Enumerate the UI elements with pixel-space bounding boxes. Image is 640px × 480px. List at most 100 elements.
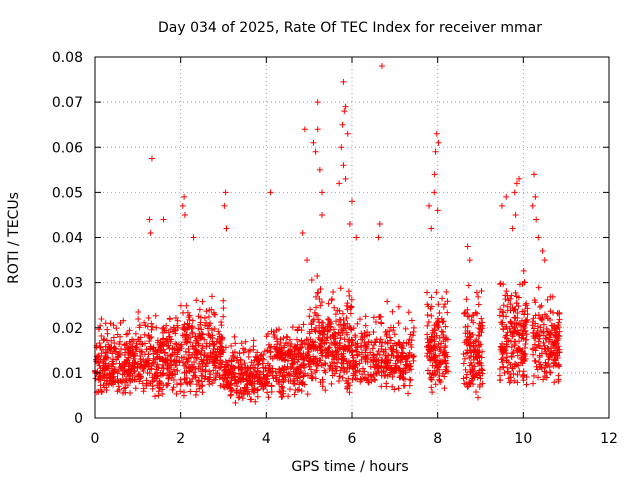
data-point (392, 362, 399, 369)
data-point (122, 389, 129, 396)
data-point (424, 301, 431, 308)
data-point (203, 319, 210, 326)
data-point (237, 356, 244, 363)
data-point (388, 337, 395, 344)
data-point (268, 383, 275, 390)
data-point (235, 378, 242, 385)
data-point (173, 381, 180, 388)
data-point (245, 353, 252, 360)
data-point (269, 372, 276, 379)
data-point (524, 311, 531, 318)
data-point (554, 325, 561, 332)
data-point (532, 193, 539, 200)
data-point (323, 339, 330, 346)
data-point (285, 370, 292, 377)
data-point (391, 386, 398, 393)
data-point (328, 296, 335, 303)
data-point (104, 346, 111, 353)
data-point (358, 342, 365, 349)
data-point (111, 340, 118, 347)
data-point (325, 300, 332, 307)
data-point (318, 340, 325, 347)
x-tick-label: 12 (600, 431, 618, 447)
data-point (390, 324, 397, 331)
data-point (538, 329, 545, 336)
data-point (474, 359, 481, 366)
data-point (204, 323, 211, 330)
data-point (428, 303, 435, 310)
data-point (463, 296, 470, 303)
data-point (244, 381, 251, 388)
data-point (319, 324, 326, 331)
data-point (279, 384, 286, 391)
data-point (498, 202, 505, 209)
data-point (131, 368, 138, 375)
data-point (131, 352, 138, 359)
data-point (321, 360, 328, 367)
data-point (542, 359, 549, 366)
data-point (258, 375, 265, 382)
data-point (402, 325, 409, 332)
data-point (136, 378, 143, 385)
data-point (241, 384, 248, 391)
data-point (346, 323, 353, 330)
data-point (232, 349, 239, 356)
data-point (99, 367, 106, 374)
data-point (180, 392, 187, 399)
data-point (363, 355, 370, 362)
data-point (523, 373, 530, 380)
data-point (160, 370, 167, 377)
data-point (198, 326, 205, 333)
data-point (98, 316, 105, 323)
data-point (294, 336, 301, 343)
data-point (199, 298, 206, 305)
data-point (207, 371, 214, 378)
data-point (463, 350, 470, 357)
data-point (444, 353, 451, 360)
data-point (254, 393, 261, 400)
data-point (313, 343, 320, 350)
data-point (115, 383, 122, 390)
data-point (187, 388, 194, 395)
data-point (426, 371, 433, 378)
data-point (224, 383, 231, 390)
data-point (476, 381, 483, 388)
data-point (384, 352, 391, 359)
data-point (260, 356, 267, 363)
data-point (404, 354, 411, 361)
data-point (348, 296, 355, 303)
data-point (396, 339, 403, 346)
data-point (443, 364, 450, 371)
data-point (354, 376, 361, 383)
data-point (308, 276, 315, 283)
data-point (371, 376, 378, 383)
data-point (141, 331, 148, 338)
data-point (133, 346, 140, 353)
data-point (327, 324, 334, 331)
data-point (519, 308, 526, 315)
data-point (349, 348, 356, 355)
data-point (367, 372, 374, 379)
data-point (237, 375, 244, 382)
data-point (242, 338, 249, 345)
data-point (347, 310, 354, 317)
data-point (142, 363, 149, 370)
data-point (127, 343, 134, 350)
data-point (541, 342, 548, 349)
data-point (407, 341, 414, 348)
data-point (359, 336, 366, 343)
data-point (189, 343, 196, 350)
data-point (244, 365, 251, 372)
data-point (301, 126, 308, 133)
data-point (316, 295, 323, 302)
data-point (521, 372, 528, 379)
y-tick-label: 0.01 (52, 366, 83, 382)
data-point (314, 272, 321, 279)
data-point (474, 310, 481, 317)
data-point (308, 370, 315, 377)
data-point (316, 328, 323, 335)
data-point (523, 317, 530, 324)
data-point (150, 344, 157, 351)
data-point (497, 343, 504, 350)
data-point (342, 103, 349, 110)
